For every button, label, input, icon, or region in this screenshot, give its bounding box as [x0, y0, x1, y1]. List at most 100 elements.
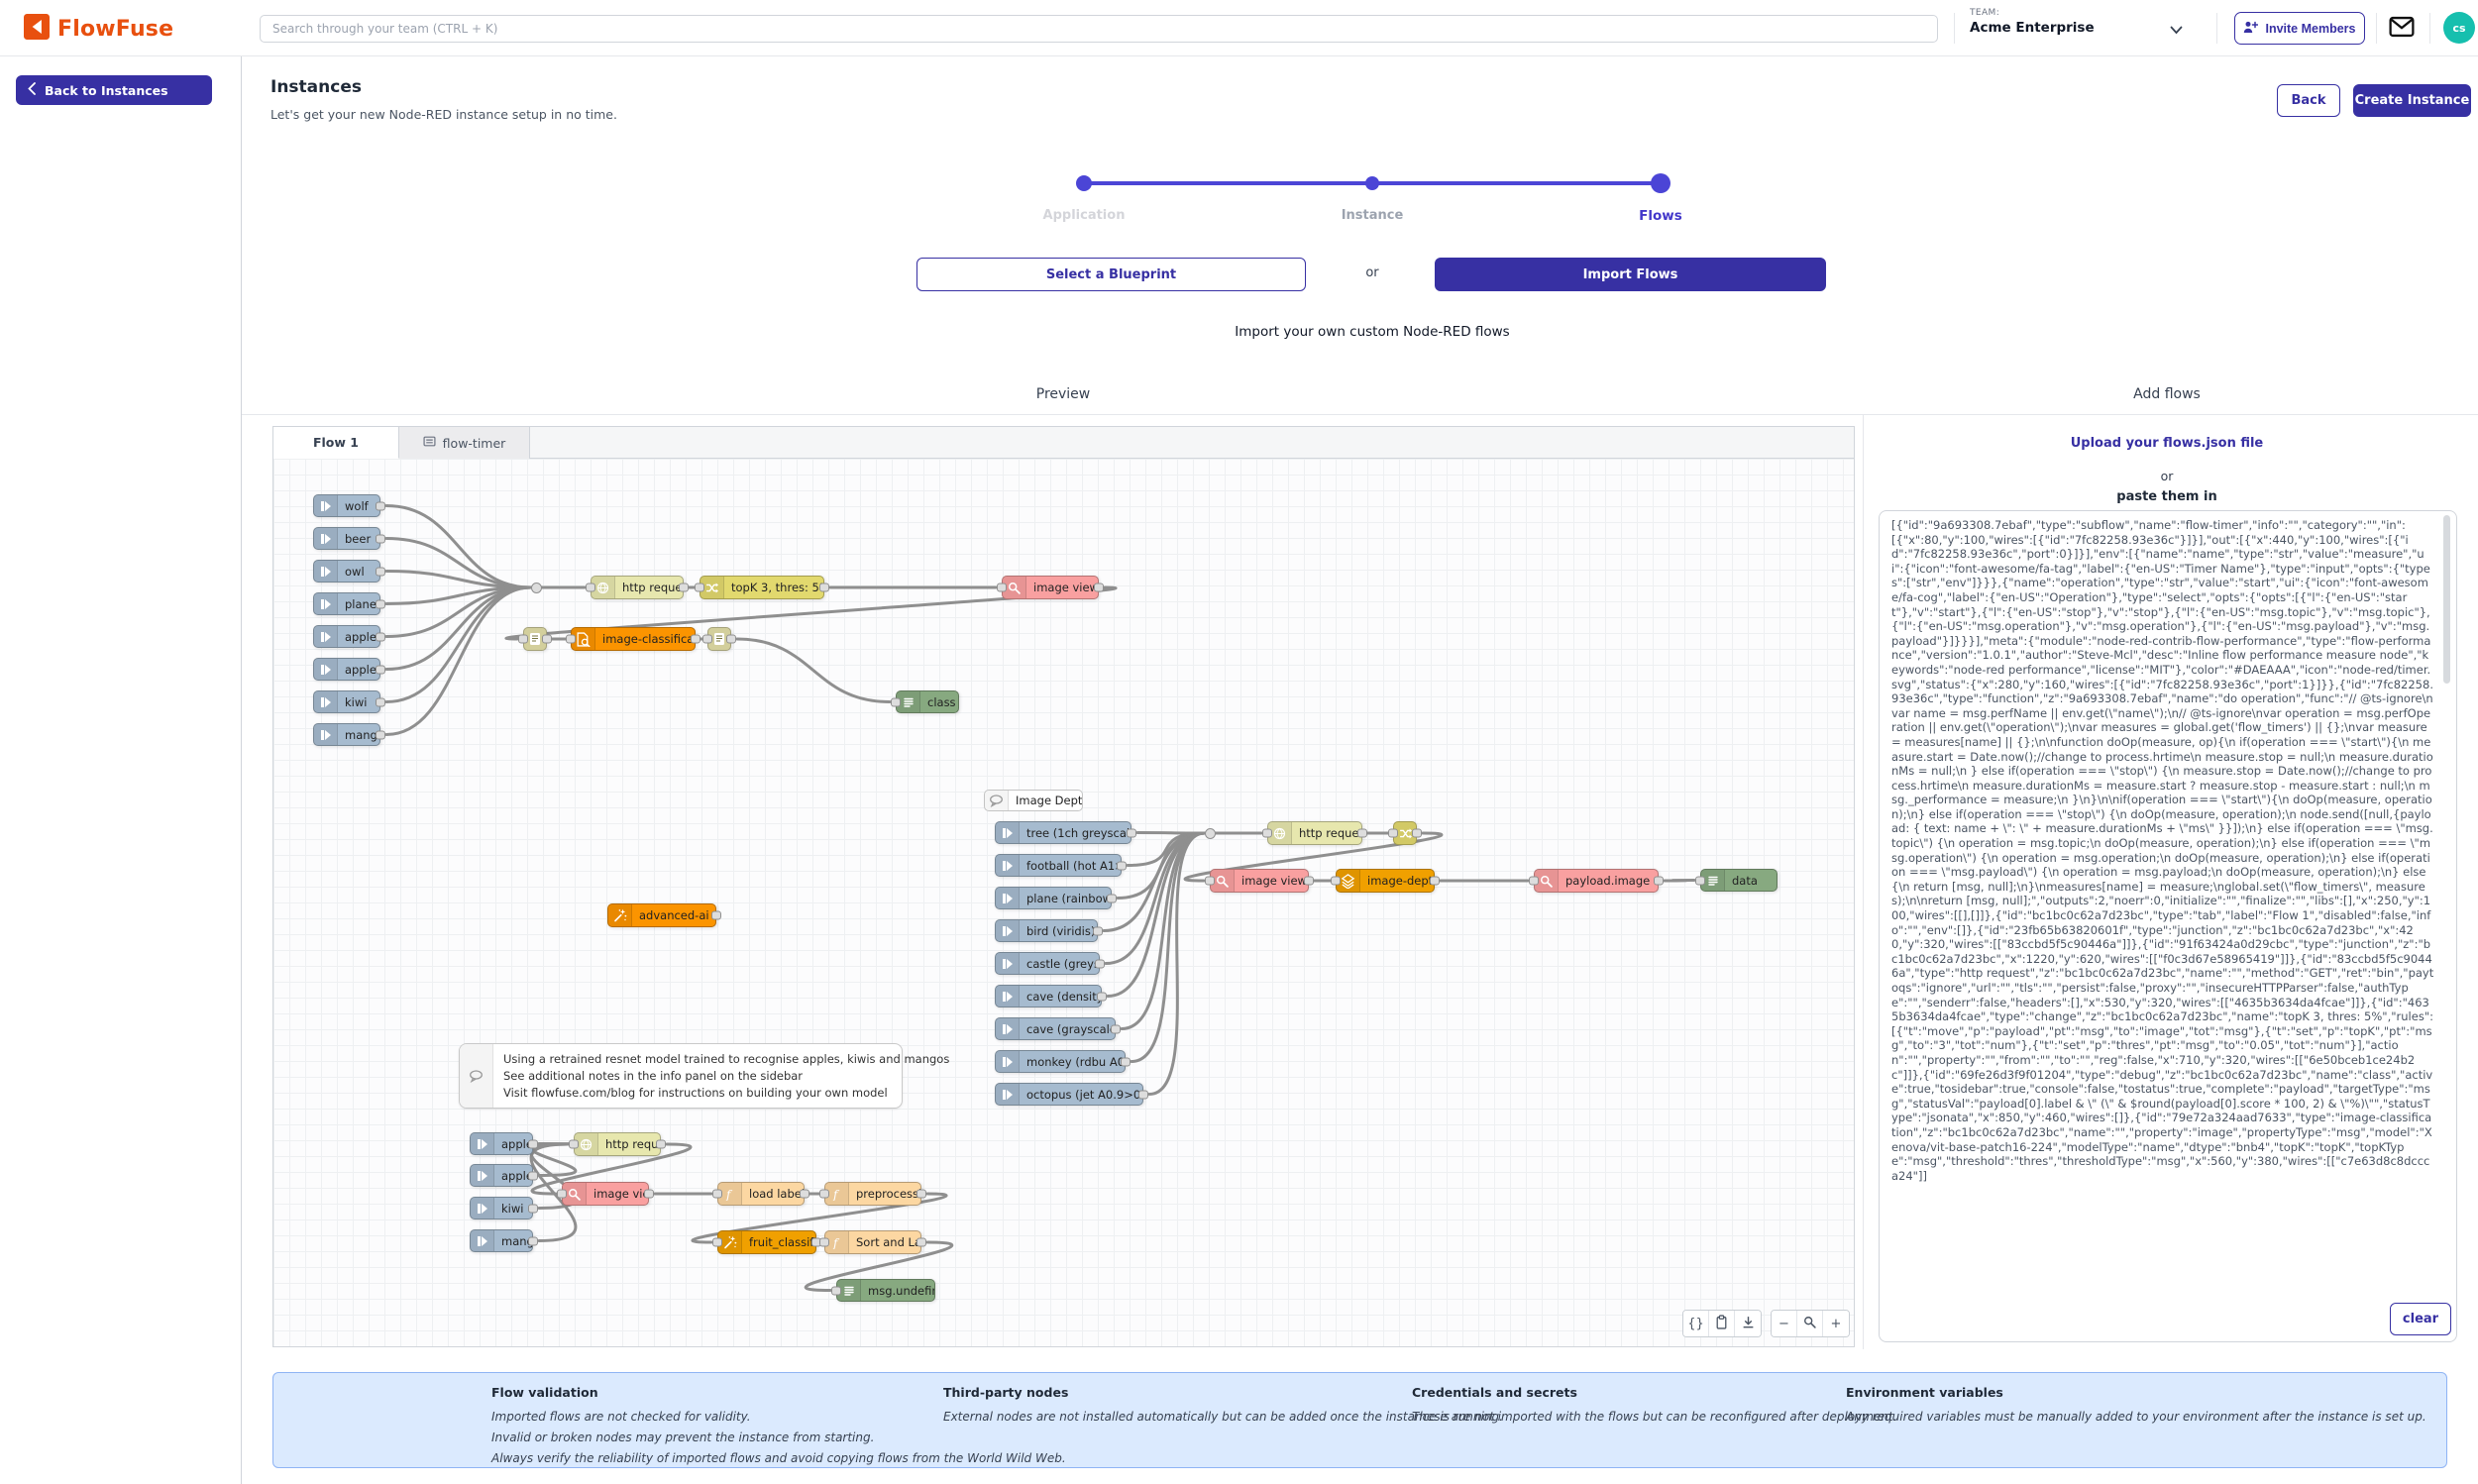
select-blueprint-button[interactable]: Select a Blueprint [916, 258, 1306, 291]
node-output-port[interactable] [1304, 876, 1314, 886]
node-input-port[interactable] [1331, 876, 1341, 886]
flow-node-apple[interactable]: apple [313, 625, 385, 648]
zoom-out-button[interactable]: − [1772, 1311, 1797, 1336]
node-input-port[interactable] [518, 634, 528, 644]
node-output-port[interactable] [528, 1139, 538, 1148]
avatar[interactable]: cs [2443, 12, 2475, 44]
node-input-port[interactable] [1529, 876, 1539, 886]
scrollbar-thumb[interactable] [2443, 515, 2450, 684]
node-output-port[interactable] [376, 730, 385, 739]
chevron-down-icon[interactable] [2170, 20, 2183, 39]
node-input-port[interactable] [997, 583, 1007, 592]
node-output-port[interactable] [376, 697, 385, 706]
node-output-port[interactable] [800, 1189, 809, 1199]
flow-node-tree-1ch-greyscale[interactable]: tree (1ch greyscale) [995, 821, 1136, 844]
flow-node-image-depth[interactable]: Image Depth [984, 790, 1083, 811]
flow-node-image-classification[interactable]: image-classification [566, 627, 700, 651]
step-dot-flows[interactable] [1651, 173, 1670, 193]
node-output-port[interactable] [691, 634, 700, 644]
node-input-port[interactable] [557, 1189, 567, 1199]
node-output-port[interactable] [1117, 861, 1127, 870]
flow-node-apple[interactable]: apple [313, 658, 385, 681]
node-output-port[interactable] [726, 634, 736, 644]
node-output-port[interactable] [1138, 1090, 1148, 1099]
tab-flow-timer[interactable]: flow-timer [399, 427, 530, 459]
flowfuse-logo[interactable]: FlowFuse [24, 14, 173, 44]
tab-flow-1[interactable]: Flow 1 [273, 427, 399, 459]
node-input-port[interactable] [819, 1237, 829, 1247]
node-input-port[interactable] [819, 1189, 829, 1199]
node-output-port[interactable] [1121, 1057, 1131, 1066]
comment-node[interactable]: Using a retrained resnet model trained t… [459, 1043, 949, 1109]
node-output-port[interactable] [644, 1189, 654, 1199]
flow-node-class[interactable]: class [891, 690, 959, 713]
node-input-port[interactable] [712, 1237, 722, 1247]
node-output-port[interactable] [542, 634, 552, 644]
node-output-port[interactable] [1654, 876, 1664, 886]
step-dot-instance[interactable] [1365, 176, 1379, 190]
download-button[interactable] [1735, 1311, 1761, 1336]
flow-node-mango[interactable]: mango [313, 723, 385, 746]
node-output-port[interactable] [376, 567, 385, 576]
node-output-port[interactable] [1111, 1024, 1121, 1033]
flow-node-image-viewer[interactable]: image viewer [997, 576, 1104, 599]
node-output-port[interactable] [1127, 828, 1136, 837]
invite-members-button[interactable]: Invite Members [2234, 12, 2365, 45]
team-selector[interactable]: TEAM: Acme Enterprise [1970, 8, 2095, 36]
node-input-port[interactable] [566, 634, 576, 644]
upload-flows-link[interactable]: Upload your flows.json file [2070, 436, 2264, 451]
node-output-port[interactable] [1094, 583, 1104, 592]
node-output-port[interactable] [528, 1171, 538, 1180]
flow-canvas-grid[interactable]: wolf beer owl plane apple apple kiwi mango http … [273, 459, 1854, 1346]
code-button[interactable]: {} [1683, 1311, 1709, 1336]
flow-node-load-labels[interactable]: f load labels [712, 1182, 809, 1206]
flow-node-mango[interactable]: mango [470, 1229, 538, 1252]
node-output-port[interactable] [376, 599, 385, 608]
flow-node-image-viewer[interactable]: image viewer [1205, 869, 1314, 893]
node-output-port[interactable] [1412, 828, 1422, 838]
flow-node-image-viewer[interactable]: image viewer [557, 1182, 654, 1206]
node-output-port[interactable] [376, 534, 385, 543]
flow-node-plane[interactable]: plane [313, 592, 385, 615]
flow-node-beer[interactable]: beer [313, 527, 385, 550]
flow-node-payload-image[interactable]: payload.image [1529, 869, 1664, 893]
flow-node-bird-viridis[interactable]: bird (viridis) [995, 919, 1103, 942]
node-input-port[interactable] [1262, 828, 1272, 838]
copy-button[interactable] [1709, 1311, 1735, 1336]
node-input-port[interactable] [1695, 876, 1705, 885]
flow-node-apple[interactable]: apple [470, 1164, 538, 1187]
node-output-port[interactable] [1095, 959, 1105, 968]
back-to-instances-button[interactable]: Back to Instances [16, 75, 212, 105]
flow-node-plane-rainbow[interactable]: plane (rainbow) [995, 887, 1117, 909]
flow-node-msg-undefined[interactable]: msg.undefined [831, 1279, 935, 1302]
import-flows-button[interactable]: Import Flows [1435, 258, 1826, 291]
node-output-port[interactable] [376, 501, 385, 510]
flow-node-preprocessing[interactable]: f preprocessing [819, 1182, 926, 1206]
zoom-in-button[interactable]: + [1823, 1311, 1849, 1336]
flow-node-monkey-rdbu-a0-1[interactable]: monkey (rdbu A0>1) [995, 1050, 1131, 1073]
node-input-port[interactable] [695, 583, 704, 592]
node-output-port[interactable] [528, 1236, 538, 1245]
node-input-port[interactable] [569, 1139, 579, 1149]
flow-node-castle-greys[interactable]: castle (greys) [995, 952, 1105, 975]
step-dot-application[interactable] [1076, 175, 1092, 191]
flow-node-kiwi[interactable]: kiwi [313, 690, 385, 713]
node-input-port[interactable] [702, 634, 712, 644]
flow-node-http-request[interactable]: http request [1262, 821, 1367, 845]
node-input-port[interactable] [1205, 876, 1215, 886]
flow-node-chg2[interactable] [1388, 821, 1422, 845]
node-output-port[interactable] [376, 665, 385, 674]
flow-node-football-hot-a1-0[interactable]: football (hot A1>0) [995, 854, 1127, 877]
node-input-port[interactable] [712, 1189, 722, 1199]
node-output-port[interactable] [376, 632, 385, 641]
back-button[interactable]: Back [2277, 84, 2340, 117]
wire-junction[interactable] [1204, 827, 1216, 839]
flow-node-cave-grayscale[interactable]: cave (grayscale) [995, 1017, 1121, 1040]
node-output-port[interactable] [656, 1139, 666, 1149]
wire-junction[interactable] [530, 582, 542, 593]
flow-node-image-depth[interactable]: image-depth [1331, 869, 1440, 893]
node-output-port[interactable] [1107, 894, 1117, 902]
node-output-port[interactable] [1430, 876, 1440, 886]
flow-node-advanced-ai[interactable]: advanced-ai [607, 903, 721, 927]
mail-button[interactable] [2388, 14, 2416, 42]
